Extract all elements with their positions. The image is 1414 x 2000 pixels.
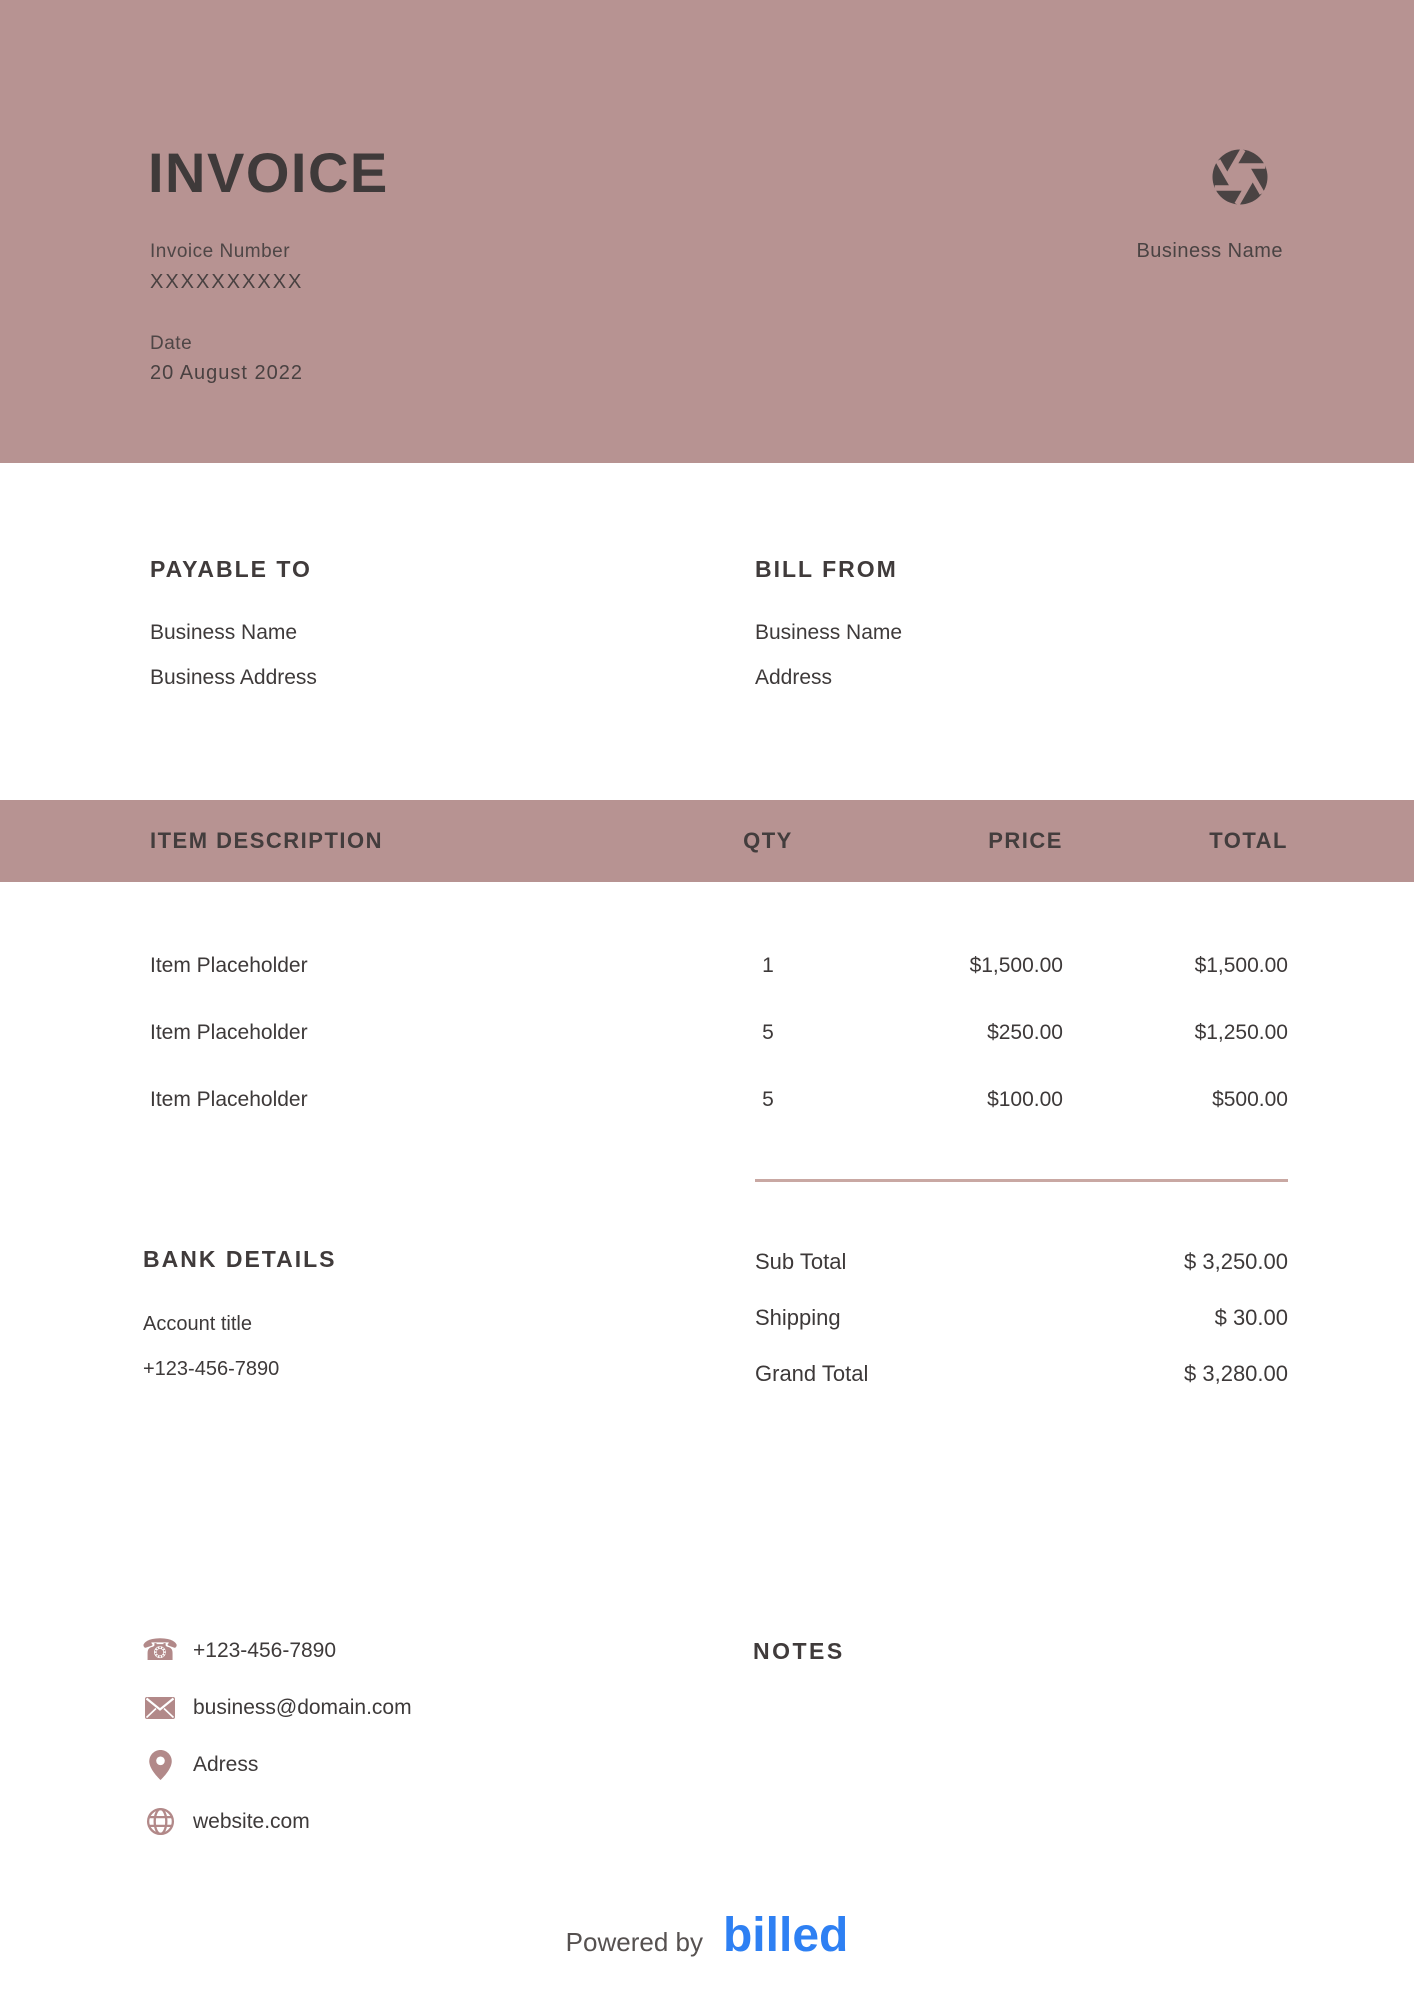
column-header-total: TOTAL <box>1209 828 1288 853</box>
bank-details-section: BANK DETAILS Account title +123-456-7890 <box>143 1246 337 1403</box>
subtotal-row: Sub Total $ 3,250.00 <box>755 1234 1288 1290</box>
bill-from-section: BILL FROM Business Name Address <box>755 556 902 711</box>
contact-phone-row[interactable]: ☎ +123-456-7890 <box>141 1622 412 1679</box>
globe-icon <box>143 1807 177 1836</box>
shipping-row: Shipping $ 30.00 <box>755 1290 1288 1346</box>
payable-to-address: Business Address <box>150 666 317 689</box>
contact-email-row[interactable]: business@domain.com <box>143 1679 412 1736</box>
grand-total-value: $ 3,280.00 <box>1184 1361 1288 1386</box>
item-total: $1,500.00 <box>1194 953 1288 977</box>
contact-website-row[interactable]: website.com <box>143 1793 412 1850</box>
billed-brand-logo[interactable]: billed <box>722 1909 849 1962</box>
item-qty: 5 <box>762 1020 774 1044</box>
items-table-body: Item Placeholder 1 $1,500.00 $1,500.00 I… <box>150 932 1288 1133</box>
items-table-header: ITEM DESCRIPTION QTY PRICE TOTAL <box>0 800 1414 882</box>
date-value: 20 August 2022 <box>150 362 304 384</box>
contact-address-row: Adress <box>143 1736 412 1793</box>
column-header-price: PRICE <box>988 828 1063 853</box>
invoice-number-label: Invoice Number <box>150 241 291 262</box>
grand-total-row: Grand Total $ 3,280.00 <box>755 1346 1288 1402</box>
totals-summary: Sub Total $ 3,250.00 Shipping $ 30.00 Gr… <box>755 1234 1288 1402</box>
page-title: INVOICE <box>148 141 389 204</box>
payable-to-heading: PAYABLE TO <box>150 556 312 582</box>
payable-to-name: Business Name <box>150 621 298 644</box>
footer: Powered by billed <box>0 1908 1414 1963</box>
bank-account-title: Account title <box>143 1313 252 1335</box>
header-business-name: Business Name <box>1136 240 1283 262</box>
invoice-number-value: XXXXXXXXXX <box>150 271 304 293</box>
summary-divider <box>755 1179 1288 1182</box>
contact-section: ☎ +123-456-7890 business@domain.com Adre… <box>141 1622 412 1850</box>
notes-heading: NOTES <box>753 1638 845 1664</box>
contact-email-text: business@domain.com <box>193 1695 412 1719</box>
contact-website-text: website.com <box>193 1809 310 1833</box>
item-description: Item Placeholder <box>150 1020 308 1044</box>
table-row: Item Placeholder 5 $100.00 $500.00 <box>150 1066 1288 1133</box>
aperture-icon <box>1207 144 1273 210</box>
item-qty: 5 <box>762 1087 774 1111</box>
bank-account-number: +123-456-7890 <box>143 1358 280 1380</box>
phone-icon: ☎ <box>141 1632 179 1668</box>
item-price: $250.00 <box>987 1020 1063 1044</box>
subtotal-label: Sub Total <box>755 1249 847 1274</box>
payable-to-section: PAYABLE TO Business Name Business Addres… <box>150 556 317 711</box>
item-total: $500.00 <box>1212 1087 1288 1111</box>
location-pin-icon <box>143 1749 177 1780</box>
column-header-qty: QTY <box>743 828 793 853</box>
table-row: Item Placeholder 1 $1,500.00 $1,500.00 <box>150 932 1288 999</box>
date-label: Date <box>150 333 193 354</box>
column-header-description: ITEM DESCRIPTION <box>150 828 384 853</box>
shipping-label: Shipping <box>755 1305 841 1330</box>
item-description: Item Placeholder <box>150 1087 308 1111</box>
subtotal-value: $ 3,250.00 <box>1184 1249 1288 1274</box>
item-price: $100.00 <box>987 1087 1063 1111</box>
item-description: Item Placeholder <box>150 953 308 977</box>
bank-details-heading: BANK DETAILS <box>143 1246 337 1272</box>
contact-address-text: Adress <box>193 1752 259 1776</box>
item-total: $1,250.00 <box>1194 1020 1288 1044</box>
table-row: Item Placeholder 5 $250.00 $1,250.00 <box>150 999 1288 1066</box>
bill-from-address: Address <box>755 666 833 689</box>
header-band: INVOICE Invoice Number XXXXXXXXXX Date 2… <box>0 0 1414 463</box>
powered-by-label: Powered by <box>565 1927 703 1957</box>
item-price: $1,500.00 <box>969 953 1063 977</box>
email-icon <box>143 1696 177 1719</box>
bill-from-name: Business Name <box>755 621 903 644</box>
grand-total-label: Grand Total <box>755 1361 869 1386</box>
shipping-value: $ 30.00 <box>1214 1305 1288 1330</box>
contact-phone-text: +123-456-7890 <box>193 1638 337 1662</box>
item-qty: 1 <box>762 953 774 977</box>
bill-from-heading: BILL FROM <box>755 556 898 582</box>
